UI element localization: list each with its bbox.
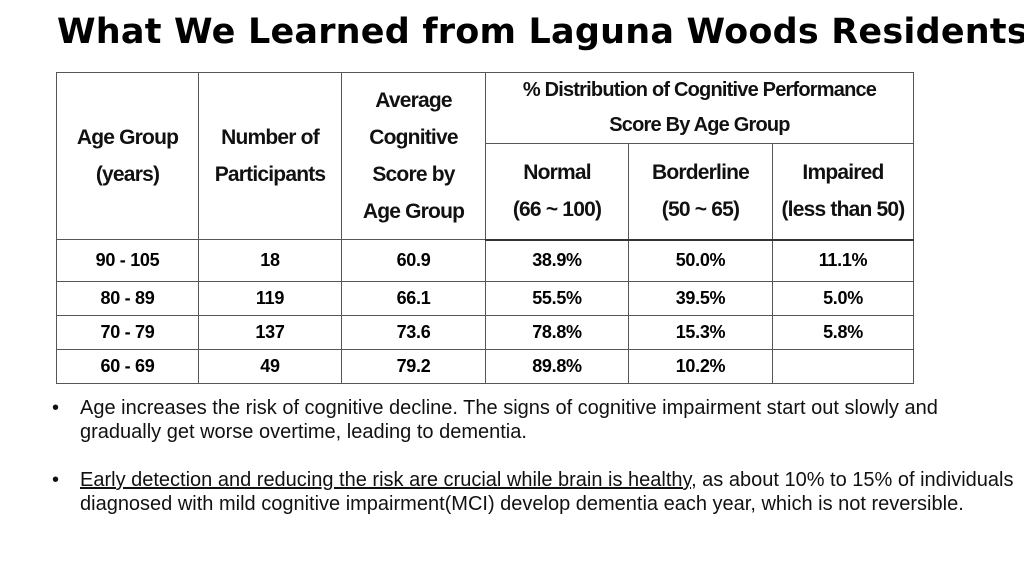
header-borderline: Borderline (50 ~ 65) xyxy=(628,143,773,241)
cell-normal: 55.5% xyxy=(485,280,629,316)
cell-average-score: 79.2 xyxy=(341,348,486,384)
cell-borderline: 39.5% xyxy=(628,280,773,316)
cell-borderline: 10.2% xyxy=(628,348,773,384)
table-row: 90 - 105 18 60.9 38.9% 50.0% 11.1% xyxy=(56,239,914,282)
cell-average-score: 73.6 xyxy=(341,314,486,350)
cell-age-group: 90 - 105 xyxy=(56,239,199,282)
cell-participants: 137 xyxy=(198,314,342,350)
cell-participants: 18 xyxy=(198,239,342,282)
bullet-icon: • xyxy=(52,397,60,419)
cell-average-score: 60.9 xyxy=(341,239,486,282)
bullet-text: Early detection and reducing the risk ar… xyxy=(80,469,1014,515)
cell-age-group: 60 - 69 xyxy=(56,348,199,384)
header-participants: Number of Participants xyxy=(198,72,342,240)
cell-average-score: 66.1 xyxy=(341,280,486,316)
table-row: 80 - 89 119 66.1 55.5% 39.5% 5.0% xyxy=(56,280,914,316)
header-age-group: Age Group (years) xyxy=(56,72,199,240)
results-table: Age Group (years) Number of Participants A… xyxy=(56,72,914,384)
bullet-icon: • xyxy=(52,469,60,491)
header-normal: Normal (66 ~ 100) xyxy=(485,143,629,241)
cell-impaired: 11.1% xyxy=(772,239,914,282)
cell-participants: 119 xyxy=(198,280,342,316)
bullet-emphasis: Early detection and reducing the risk ar… xyxy=(80,469,692,491)
bullet-item: • Age increases the risk of cognitive de… xyxy=(52,396,1017,444)
cell-borderline: 15.3% xyxy=(628,314,773,350)
cell-impaired: 5.8% xyxy=(772,314,914,350)
bullet-text: Age increases the risk of cognitive decl… xyxy=(80,397,938,443)
cell-normal: 78.8% xyxy=(485,314,629,350)
cell-borderline: 50.0% xyxy=(628,239,773,282)
header-impaired: Impaired (less than 50) xyxy=(772,143,914,241)
bullet-list: • Age increases the risk of cognitive de… xyxy=(52,396,1017,540)
cell-normal: 38.9% xyxy=(485,239,629,282)
table-row: 70 - 79 137 73.6 78.8% 15.3% 5.8% xyxy=(56,314,914,350)
cell-normal: 89.8% xyxy=(485,348,629,384)
table-row: 60 - 69 49 79.2 89.8% 10.2% xyxy=(56,348,914,384)
header-distribution: % Distribution of Cognitive Performance S… xyxy=(485,72,914,144)
bullet-item: • Early detection and reducing the risk … xyxy=(52,468,1017,516)
cell-age-group: 80 - 89 xyxy=(56,280,199,316)
cell-age-group: 70 - 79 xyxy=(56,314,199,350)
header-average-score: Average Cognitive Score by Age Group xyxy=(341,72,486,240)
cell-impaired xyxy=(772,348,914,384)
cell-impaired: 5.0% xyxy=(772,280,914,316)
cell-participants: 49 xyxy=(198,348,342,384)
slide-title: What We Learned from Laguna Woods Reside… xyxy=(57,12,1024,52)
